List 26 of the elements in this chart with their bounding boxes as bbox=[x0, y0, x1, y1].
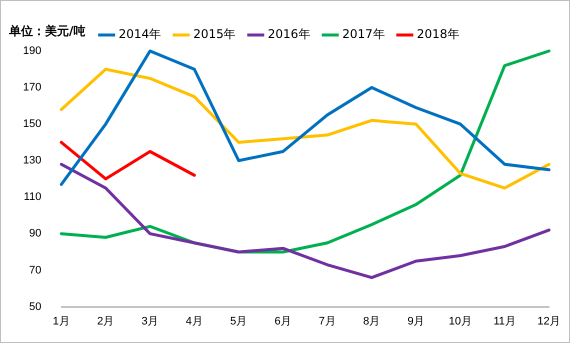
x-tick-label: 8月 bbox=[363, 315, 380, 328]
y-tick-label: 190 bbox=[22, 45, 42, 58]
legend-label: 2016年 bbox=[268, 27, 310, 42]
x-tick-label: 7月 bbox=[318, 315, 336, 328]
x-tick-label: 12月 bbox=[537, 315, 561, 328]
y-tick-label: 110 bbox=[24, 191, 42, 204]
legend-label: 2018年 bbox=[416, 27, 460, 42]
x-tick-label: 9月 bbox=[407, 315, 425, 328]
y-tick-label: 90 bbox=[29, 228, 42, 240]
legend-label: 2017年 bbox=[342, 27, 385, 42]
y-axis-title: 单位：美元/吨 bbox=[9, 23, 86, 40]
y-tick-label: 70 bbox=[29, 264, 42, 276]
x-tick-label: 3月 bbox=[141, 315, 159, 328]
y-tick-label: 130 bbox=[22, 154, 42, 167]
y-tick-label: 50 bbox=[29, 300, 42, 313]
x-tick-label: 4月 bbox=[186, 315, 203, 328]
y-tick-label: 150 bbox=[22, 118, 42, 130]
x-tick-label: 10月 bbox=[448, 315, 472, 328]
y-tick-label: 170 bbox=[22, 82, 42, 94]
x-tick-label: 2月 bbox=[97, 315, 114, 328]
x-tick-label: 6月 bbox=[274, 315, 292, 328]
legend-label: 2014年 bbox=[118, 27, 162, 42]
x-tick-label: 1月 bbox=[52, 315, 70, 328]
x-tick-label: 5月 bbox=[230, 315, 248, 328]
legend-label: 2015年 bbox=[193, 27, 236, 42]
x-tick-label: 11月 bbox=[493, 315, 516, 328]
